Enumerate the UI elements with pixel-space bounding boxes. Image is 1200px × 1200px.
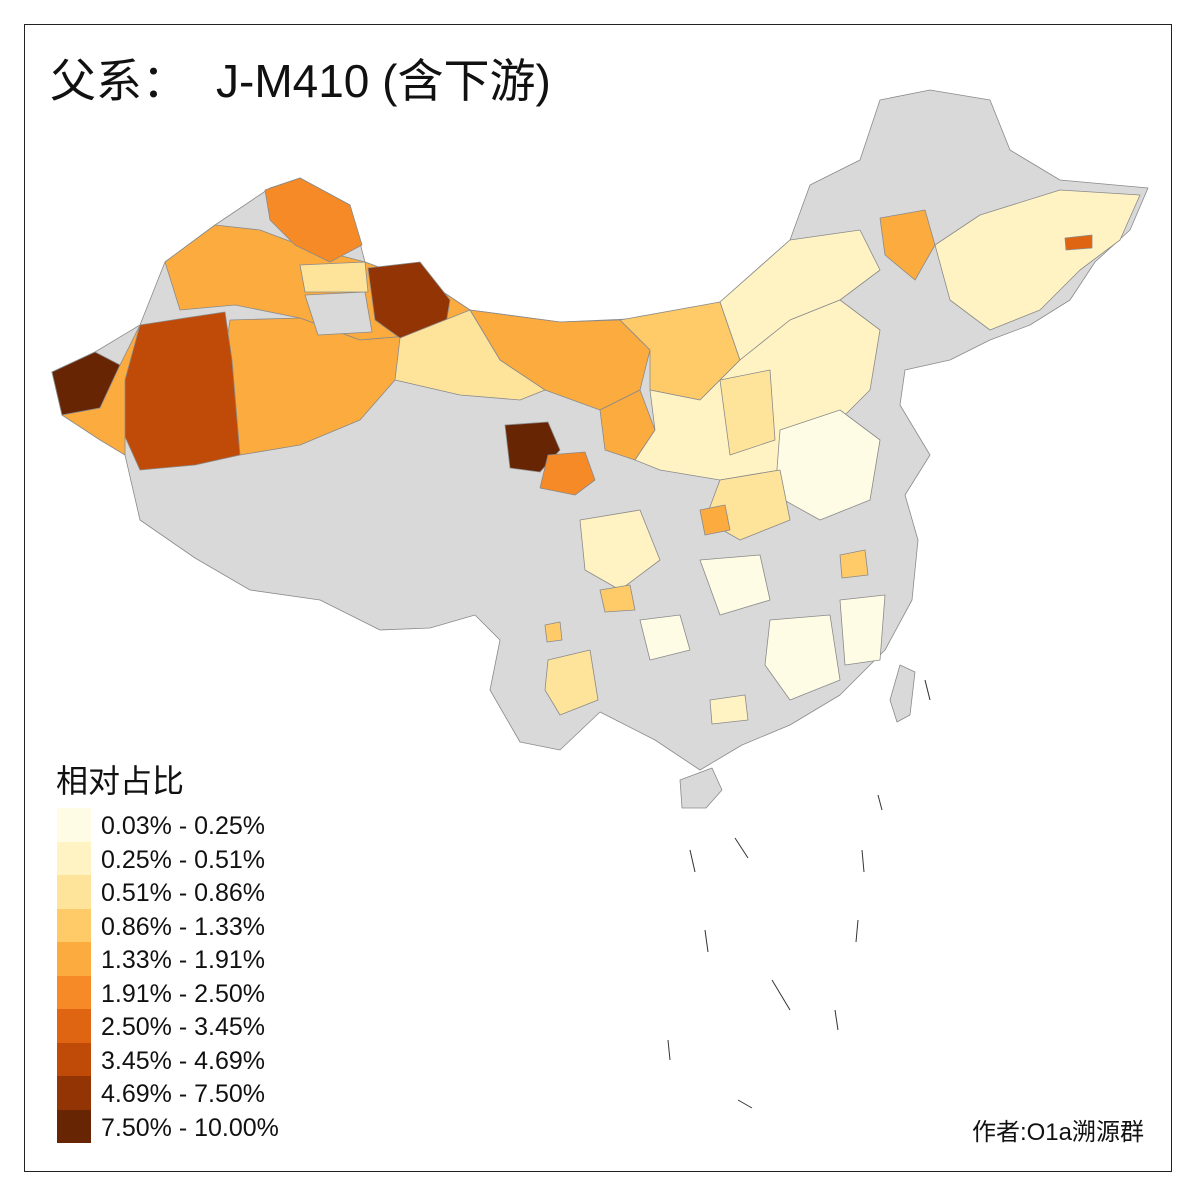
legend-title: 相对占比 — [56, 763, 185, 799]
legend-label: 1.91% - 2.50% — [101, 979, 265, 1008]
island-mark — [737, 1099, 753, 1109]
legend-swatch — [57, 808, 91, 842]
legend-swatch — [57, 908, 91, 942]
shanxi-band — [719, 369, 776, 456]
legend-label: 0.51% - 0.86% — [101, 879, 265, 907]
legend-label: 1.33% - 1.91% — [101, 946, 265, 974]
west-xinjiang-strip — [61, 324, 141, 456]
island-mark — [734, 837, 749, 859]
northeast-region — [934, 189, 1141, 331]
hulunbuir-region — [879, 209, 936, 281]
sichuan-spot — [599, 584, 636, 613]
legend-swatch — [57, 841, 91, 875]
author-credit: 作者:O1a溯源群 — [971, 1119, 1144, 1146]
legend-swatch — [57, 875, 91, 909]
island-mark — [877, 794, 883, 811]
title-main: J-M410 (含下游) — [216, 55, 551, 107]
jiangxi-patch — [839, 594, 886, 666]
island-mark — [861, 849, 865, 873]
map-title: 父系： J-M410 (含下游) — [50, 58, 551, 104]
island-mark — [704, 929, 709, 953]
legend-label: 0.03% - 0.25% — [101, 812, 265, 840]
hubei-patch — [699, 554, 771, 616]
legend-label: 4.69% - 7.50% — [101, 1080, 265, 1108]
island-mark — [834, 1009, 839, 1031]
island-mark — [771, 979, 791, 1011]
jiamusi-spot — [1064, 234, 1093, 251]
ili-band — [299, 261, 369, 293]
altay-region — [264, 177, 363, 263]
south-china-sea-islands — [667, 679, 931, 1109]
legend-swatch — [57, 1009, 91, 1043]
urumqi-gap — [304, 291, 373, 336]
legend-label: 0.86% - 1.33% — [101, 912, 265, 941]
legend-swatch — [57, 1109, 91, 1143]
legend-swatch — [57, 1076, 91, 1110]
island-mark — [689, 849, 696, 873]
taiwan-region — [889, 664, 916, 723]
yunnan-spot — [544, 621, 563, 643]
legend-swatch — [57, 1042, 91, 1076]
qinghai-north-region — [394, 309, 546, 401]
guangxi-patch — [639, 614, 691, 661]
yunnan-patch — [544, 649, 599, 716]
hunan-patch — [764, 614, 841, 701]
anhui-spot — [839, 549, 869, 579]
legend-label: 0.25% - 0.51% — [101, 845, 265, 874]
legend-label: 7.50% - 10.00% — [101, 1113, 279, 1142]
legend-swatch — [57, 975, 91, 1009]
shaanxi-spot — [699, 504, 731, 536]
legend-label: 3.45% - 4.69% — [101, 1046, 265, 1075]
title-prefix: 父系： — [50, 55, 188, 107]
legend-label: 2.50% - 3.45% — [101, 1013, 265, 1041]
guangdong-spot — [709, 694, 749, 725]
island-mark — [924, 679, 931, 701]
hainan-region — [679, 767, 723, 809]
island-mark — [667, 1039, 671, 1061]
island-mark — [855, 919, 859, 943]
legend-swatch — [57, 942, 91, 976]
qinghai-east-spot — [539, 451, 596, 496]
sichuan-patch — [579, 509, 661, 591]
